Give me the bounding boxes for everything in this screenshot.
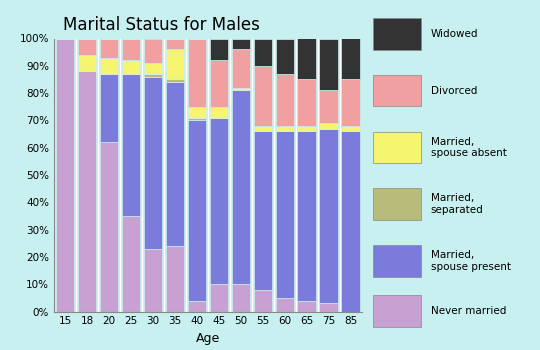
Bar	[144, 77, 163, 249]
Bar	[187, 301, 206, 312]
Title: Marital Status for Males: Marital Status for Males	[63, 16, 260, 34]
Bar	[341, 131, 360, 312]
Bar	[187, 107, 206, 118]
Bar	[78, 55, 96, 71]
Bar	[99, 142, 118, 312]
Bar	[166, 38, 184, 49]
Bar	[341, 38, 360, 79]
FancyBboxPatch shape	[373, 295, 421, 327]
FancyBboxPatch shape	[373, 18, 421, 50]
Bar	[298, 38, 316, 79]
Bar	[232, 49, 250, 88]
Bar	[253, 38, 272, 66]
Bar	[99, 74, 118, 142]
Bar	[298, 79, 316, 126]
FancyBboxPatch shape	[373, 132, 421, 163]
Bar	[210, 284, 228, 312]
Bar	[144, 74, 163, 77]
FancyBboxPatch shape	[373, 75, 421, 106]
Bar	[232, 38, 250, 49]
Bar	[253, 131, 272, 290]
Bar	[320, 123, 338, 128]
Bar	[166, 82, 184, 246]
FancyBboxPatch shape	[373, 245, 421, 276]
Bar	[187, 38, 206, 107]
Bar	[320, 90, 338, 123]
Bar	[166, 246, 184, 312]
Bar	[122, 216, 140, 312]
Bar	[166, 49, 184, 79]
Bar	[275, 298, 294, 312]
Bar	[275, 38, 294, 74]
Bar	[144, 38, 163, 63]
X-axis label: Age: Age	[196, 332, 220, 345]
Bar	[298, 131, 316, 301]
Bar	[56, 38, 75, 312]
Bar	[275, 74, 294, 126]
Bar	[210, 60, 228, 107]
Bar	[210, 107, 228, 118]
Bar	[253, 290, 272, 312]
Bar	[78, 71, 96, 312]
Bar	[298, 301, 316, 312]
Bar	[144, 249, 163, 312]
Bar	[275, 126, 294, 131]
Bar	[341, 79, 360, 126]
Bar	[253, 66, 272, 126]
Bar	[232, 88, 250, 90]
Bar	[232, 90, 250, 284]
Bar	[99, 38, 118, 58]
Text: Married,
separated: Married, separated	[431, 193, 484, 215]
Bar	[78, 38, 96, 55]
Bar	[187, 118, 206, 120]
FancyBboxPatch shape	[373, 188, 421, 220]
Bar	[187, 120, 206, 301]
Bar	[320, 128, 338, 303]
Bar	[122, 38, 140, 60]
Bar	[122, 74, 140, 216]
Bar	[275, 131, 294, 298]
Text: Widowed: Widowed	[431, 29, 478, 39]
Bar	[99, 58, 118, 74]
Bar	[144, 63, 163, 74]
Bar	[232, 284, 250, 312]
Bar	[166, 79, 184, 82]
Text: Married,
spouse present: Married, spouse present	[431, 250, 511, 272]
Bar	[122, 60, 140, 74]
Bar	[210, 38, 228, 60]
Text: Never married: Never married	[431, 306, 507, 316]
Bar	[341, 126, 360, 131]
Bar	[320, 303, 338, 312]
Bar	[298, 126, 316, 131]
Bar	[253, 126, 272, 131]
Text: Married,
spouse absent: Married, spouse absent	[431, 136, 507, 158]
Bar	[210, 118, 228, 284]
Bar	[320, 38, 338, 90]
Text: Divorced: Divorced	[431, 86, 477, 96]
